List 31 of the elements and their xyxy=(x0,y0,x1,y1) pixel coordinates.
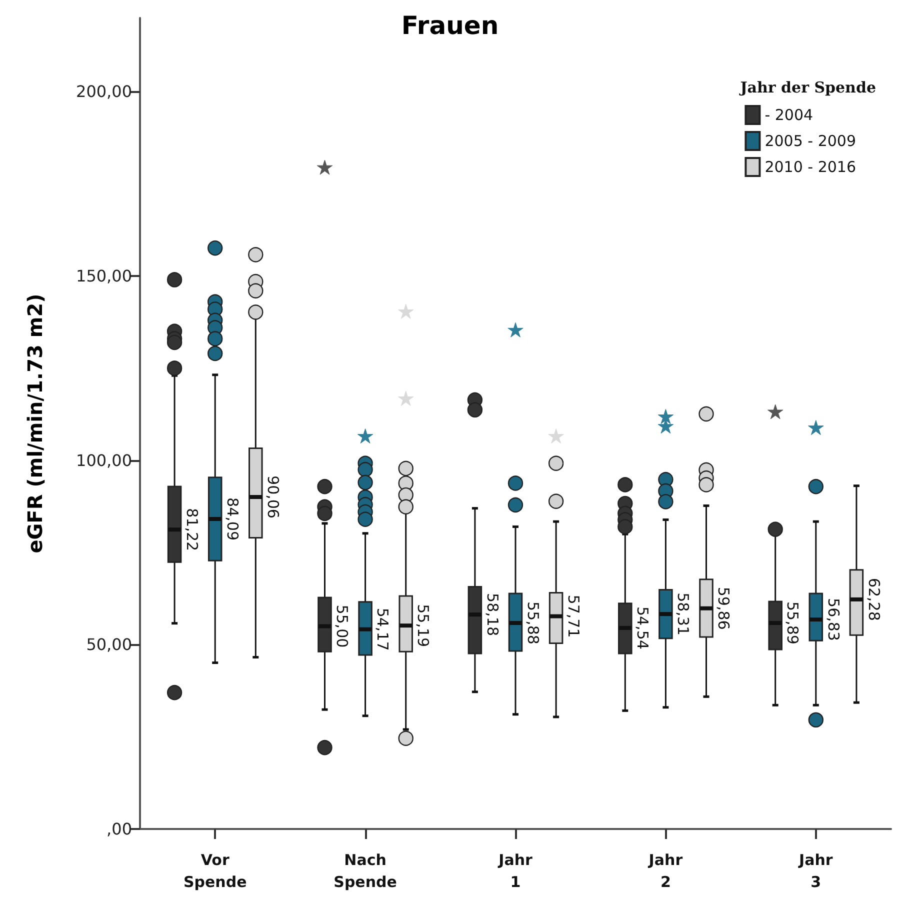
x-tick-label: Vor Spende xyxy=(183,851,247,891)
legend-label: 2010 - 2016 xyxy=(764,158,856,176)
text: 59,86 xyxy=(714,586,733,630)
y-tick-label: 50,00 xyxy=(86,635,132,654)
y-tick-label: 200,00 xyxy=(76,82,132,102)
y-tick-label: 150,00 xyxy=(76,266,132,286)
text: 90,06 xyxy=(264,476,282,518)
legend-label: - 2004 xyxy=(764,106,814,124)
text: 81,22 xyxy=(182,508,201,552)
text: 54,17 xyxy=(374,608,392,651)
y-tick-label: 100,00 xyxy=(76,450,132,470)
text: 58,31 xyxy=(674,592,692,636)
y-axis-title: eGFR (ml/min/1.73 m2) xyxy=(23,294,47,554)
y-tick-label: ,00 xyxy=(106,820,132,838)
text: 56,83 xyxy=(824,598,842,641)
x-tick-label: Nach Spende xyxy=(334,851,397,891)
text: 58,18 xyxy=(483,593,502,636)
text: 54,54 xyxy=(634,606,652,650)
text: 84,09 xyxy=(223,498,242,540)
x-tick-label: Jahr 1 xyxy=(498,851,533,891)
legend-label: 2005 - 2009 xyxy=(764,132,856,150)
chart-title: Frauen xyxy=(401,11,499,40)
text: 62,28 xyxy=(864,578,883,621)
text: 55,88 xyxy=(524,602,542,644)
text: 55,00 xyxy=(333,604,352,648)
x-tick-label: Jahr 3 xyxy=(798,851,834,891)
x-tick-label: Jahr 2 xyxy=(648,851,684,891)
text: 55,89 xyxy=(784,601,802,644)
text: 55,19 xyxy=(414,604,432,648)
legend-title: Jahr der Spende xyxy=(738,78,876,96)
text: 57,71 xyxy=(564,594,582,638)
